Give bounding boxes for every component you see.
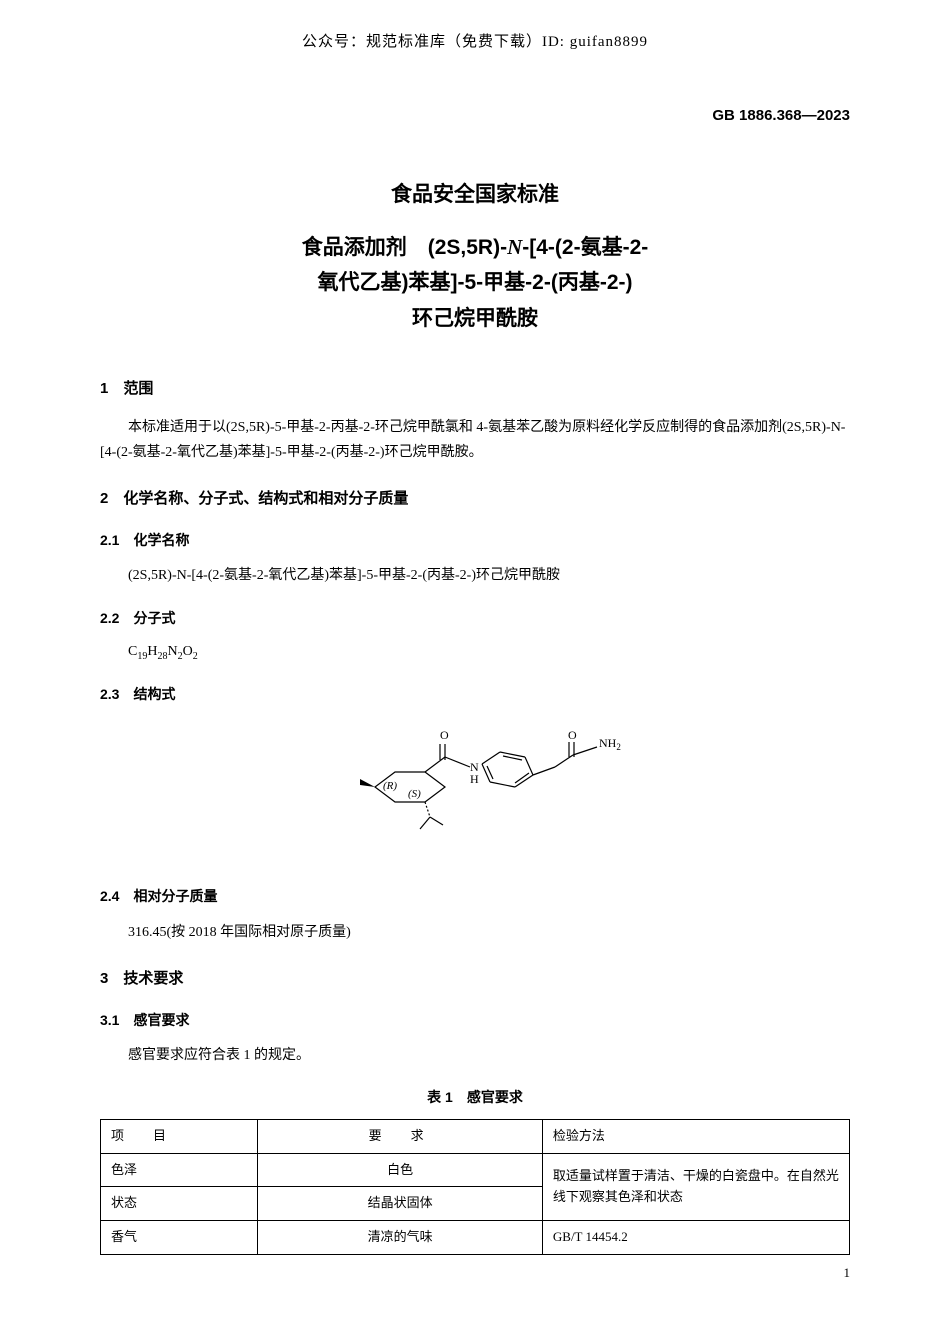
sub-title-line3: 环己烷甲酰胺	[412, 307, 538, 330]
table-cell: 白色	[258, 1153, 543, 1187]
table-row: 香气 清凉的气味 GB/T 14454.2	[101, 1221, 850, 1255]
table-cell: 色泽	[101, 1153, 258, 1187]
formula-h-sub: 28	[157, 651, 167, 662]
section-2-3-heading: 2.3 结构式	[100, 683, 850, 705]
section-3-heading: 3 技术要求	[100, 967, 850, 991]
formula-c: C	[128, 644, 137, 659]
sub-title-line1-a: 食品添加剂 (2S,5R)-	[302, 236, 507, 259]
table-col-3-header: 检验方法	[542, 1119, 849, 1153]
section-1-body: 本标准适用于以(2S,5R)-5-甲基-2-丙基-2-环己烷甲酰氯和 4-氨基苯…	[100, 415, 850, 465]
main-title: 食品安全国家标准	[100, 178, 850, 212]
formula-n: N	[167, 644, 177, 659]
structure-label-r: (R)	[383, 780, 397, 792]
table-col-2-header: 要 求	[258, 1119, 543, 1153]
formula-o: O	[183, 644, 193, 659]
section-2-4-heading: 2.4 相对分子质量	[100, 885, 850, 907]
structure-label-o2: O	[568, 728, 577, 742]
section-2-4-body: 316.45(按 2018 年国际相对原子质量)	[100, 920, 850, 945]
table-row: 色泽 白色 取适量试样置于清洁、干燥的白瓷盘中。在自然光线下观察其色泽和状态	[101, 1153, 850, 1187]
molecular-formula: C19H28N2O2	[128, 641, 850, 665]
structure-label-s: (S)	[408, 788, 421, 800]
section-3-1-heading: 3.1 感官要求	[100, 1009, 850, 1031]
formula-h: H	[147, 644, 157, 659]
structure-label-h: H	[470, 772, 479, 786]
table-cell: 结晶状固体	[258, 1187, 543, 1221]
section-2-1-body: (2S,5R)-N-[4-(2-氨基-2-氧代乙基)苯基]-5-甲基-2-(丙基…	[100, 563, 850, 588]
section-1-heading: 1 范围	[100, 377, 850, 401]
formula-c-sub: 19	[137, 651, 147, 662]
table-col-1-header: 项 目	[101, 1119, 258, 1153]
sensory-requirements-table: 项 目 要 求 检验方法 色泽 白色 取适量试样置于清洁、干燥的白瓷盘中。在自然…	[100, 1119, 850, 1255]
formula-o-sub: 2	[193, 651, 198, 662]
page-number: 1	[100, 1263, 850, 1284]
sub-title-italic-n: N	[507, 235, 522, 259]
sub-title-line1-b: -[4-(2-氨基-2-	[522, 236, 648, 259]
sub-title: 食品添加剂 (2S,5R)-N-[4-(2-氨基-2- 氧代乙基)苯基]-5-甲…	[100, 230, 850, 337]
section-2-heading: 2 化学名称、分子式、结构式和相对分子质量	[100, 487, 850, 511]
section-2-2-heading: 2.2 分子式	[100, 607, 850, 629]
sub-title-line2: 氧代乙基)苯基]-5-甲基-2-(丙基-2-)	[318, 271, 633, 294]
standard-code: GB 1886.368—2023	[100, 104, 850, 128]
table-header-row: 项 目 要 求 检验方法	[101, 1119, 850, 1153]
chemical-structure-diagram: O O N H NH2 (R) (S)	[315, 717, 635, 867]
table-cell: 取适量试样置于清洁、干燥的白瓷盘中。在自然光线下观察其色泽和状态	[542, 1153, 849, 1221]
structure-label-o1: O	[440, 728, 449, 742]
structure-label-nh2: NH2	[599, 736, 621, 752]
section-3-1-body: 感官要求应符合表 1 的规定。	[100, 1043, 850, 1068]
header-note: 公众号：规范标准库（免费下载）ID: guifan8899	[100, 30, 850, 54]
table-cell: 状态	[101, 1187, 258, 1221]
table-1-title: 表 1 感官要求	[100, 1086, 850, 1108]
table-cell: GB/T 14454.2	[542, 1221, 849, 1255]
section-2-1-heading: 2.1 化学名称	[100, 529, 850, 551]
table-cell: 香气	[101, 1221, 258, 1255]
table-cell: 清凉的气味	[258, 1221, 543, 1255]
